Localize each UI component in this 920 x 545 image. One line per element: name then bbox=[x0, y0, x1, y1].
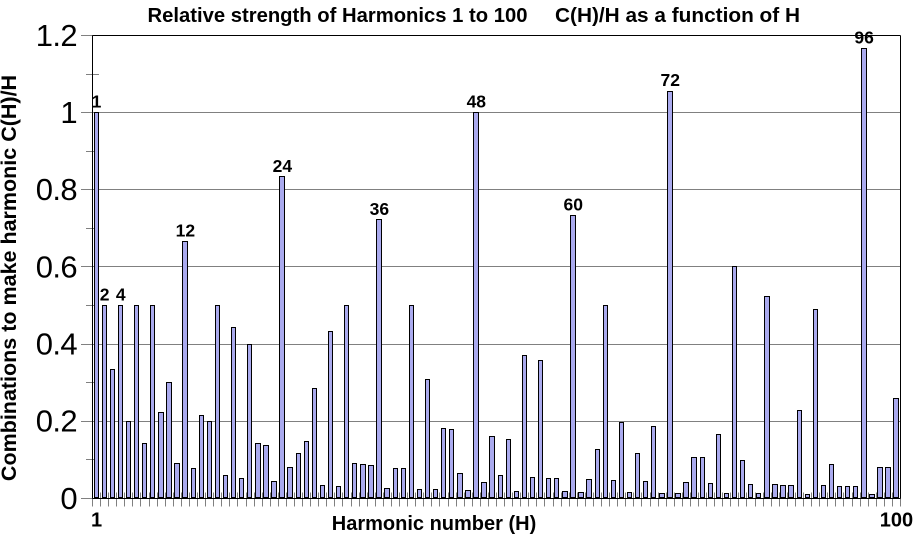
svg-text:C(H)/H as a function of H: C(H)/H as a function of H bbox=[555, 4, 800, 27]
svg-text:1.2: 1.2 bbox=[36, 18, 77, 53]
svg-text:24: 24 bbox=[273, 156, 293, 176]
svg-text:Relative strength of Harmonics: Relative strength of Harmonics 1 to 100 bbox=[148, 4, 528, 27]
svg-text:0.4: 0.4 bbox=[36, 327, 78, 362]
svg-text:1: 1 bbox=[60, 95, 77, 130]
svg-text:1: 1 bbox=[91, 510, 102, 532]
svg-text:2: 2 bbox=[100, 285, 110, 305]
svg-text:0.8: 0.8 bbox=[36, 172, 77, 207]
svg-text:0: 0 bbox=[60, 481, 77, 516]
svg-text:48: 48 bbox=[467, 92, 487, 112]
svg-text:0.2: 0.2 bbox=[36, 404, 77, 439]
svg-text:12: 12 bbox=[176, 220, 196, 240]
svg-text:Combinations to make harmonic: Combinations to make harmonic C(H)/H bbox=[0, 75, 21, 481]
svg-text:36: 36 bbox=[370, 199, 390, 219]
svg-text:1: 1 bbox=[92, 92, 102, 112]
svg-text:96: 96 bbox=[854, 27, 874, 47]
svg-text:4: 4 bbox=[116, 285, 126, 305]
svg-text:72: 72 bbox=[660, 70, 680, 90]
svg-text:60: 60 bbox=[564, 195, 584, 215]
svg-text:0.6: 0.6 bbox=[36, 249, 77, 284]
svg-text:Harmonic number (H): Harmonic number (H) bbox=[332, 513, 536, 535]
svg-text:100: 100 bbox=[880, 510, 913, 532]
